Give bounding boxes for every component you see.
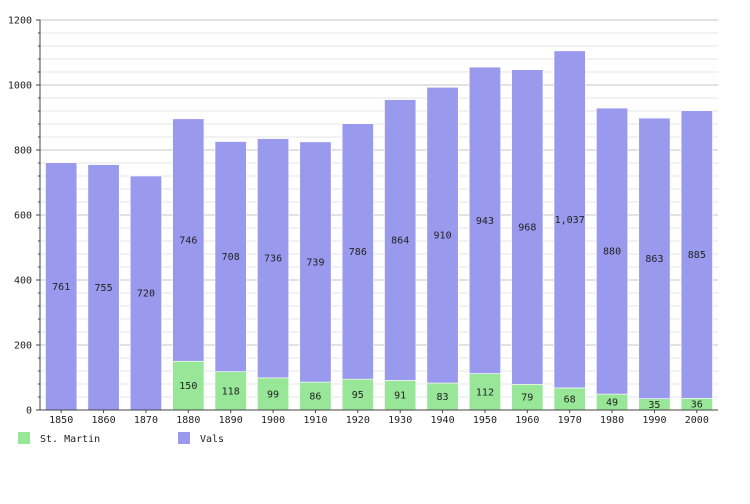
bar-st-martin-1900 — [257, 377, 290, 411]
x-tick-label: 1970 — [558, 415, 582, 426]
axes-layer: 0 200 400 600 800 1000 1200 1850 1860 1870 1880 189… — [8, 16, 718, 426]
x-tick-label: 1940 — [431, 415, 455, 426]
bar-vals-1970 — [553, 50, 586, 389]
x-tick-label: 1890 — [219, 415, 243, 426]
data-label: 755 — [95, 283, 113, 294]
data-label: 910 — [434, 231, 452, 242]
y-tick-label: 200 — [14, 341, 32, 352]
bar-vals-1980 — [596, 107, 629, 395]
data-label: 1,037 — [555, 215, 585, 226]
x-tick-label: 1920 — [346, 415, 370, 426]
data-label: 739 — [306, 257, 324, 268]
x-tick-label: 1850 — [49, 415, 73, 426]
data-label: 112 — [476, 387, 494, 398]
bar-vals-1960 — [511, 69, 544, 385]
y-tick-label: 1200 — [8, 16, 32, 27]
x-tick-label: 1960 — [515, 415, 539, 426]
bar-st-martin-1880 — [172, 360, 205, 411]
bar-vals-1950 — [468, 66, 501, 374]
x-tick-label: 1910 — [303, 415, 327, 426]
x-tick-label: 2000 — [685, 415, 709, 426]
labels-layer: 761 755 720 150 746 118 708 99 736 86 739 95 786 91 86… — [52, 215, 706, 411]
x-tick-label: 1860 — [92, 415, 116, 426]
bar-vals-1920 — [341, 123, 374, 380]
data-label: 968 — [518, 223, 536, 234]
x-tick-label: 1880 — [176, 415, 200, 426]
bar-vals-1990 — [638, 117, 671, 399]
x-tick-label: 1900 — [261, 415, 285, 426]
bar-st-martin-1920 — [341, 378, 374, 411]
y-tick-label: 1000 — [8, 81, 32, 92]
legend-layer: St. Martin Vals — [18, 432, 224, 445]
bar-vals-1850 — [45, 162, 78, 411]
bar-vals-1930 — [384, 99, 417, 381]
data-label: 720 — [137, 289, 155, 300]
legend-label-st-martin: St. Martin — [40, 434, 100, 445]
bar-vals-1910 — [299, 141, 332, 383]
data-label: 736 — [264, 254, 282, 265]
bar-vals-1940 — [426, 86, 459, 384]
y-tick-label: 0 — [26, 406, 32, 417]
x-tick-label: 1930 — [388, 415, 412, 426]
bars-layer — [45, 50, 713, 411]
data-label: 35 — [648, 400, 660, 411]
data-label: 86 — [309, 392, 321, 403]
legend-swatch-vals — [178, 432, 190, 444]
bar-st-martin-1910 — [299, 381, 332, 411]
data-label: 786 — [349, 247, 367, 258]
bar-st-martin-1930 — [384, 380, 417, 411]
data-label: 708 — [222, 252, 240, 263]
data-label: 880 — [603, 247, 621, 258]
data-label: 943 — [476, 216, 494, 227]
bar-st-martin-1960 — [511, 384, 544, 411]
data-label: 36 — [691, 400, 703, 411]
data-label: 761 — [52, 282, 70, 293]
bar-st-martin-1940 — [426, 382, 459, 411]
bar-st-martin-1890 — [214, 371, 247, 411]
data-label: 99 — [267, 389, 279, 400]
x-tick-label: 1870 — [134, 415, 158, 426]
y-tick-label: 600 — [14, 211, 32, 222]
y-tick-label: 800 — [14, 146, 32, 157]
data-label: 863 — [645, 254, 663, 265]
x-tick-label: 1980 — [600, 415, 624, 426]
data-label: 118 — [222, 386, 240, 397]
legend-label-vals: Vals — [200, 434, 224, 445]
x-tick-label: 1990 — [642, 415, 666, 426]
data-label: 91 — [394, 391, 406, 402]
legend-swatch-st-martin — [18, 432, 30, 444]
data-label: 79 — [521, 393, 533, 404]
bar-vals-1890 — [214, 141, 247, 372]
bar-vals-2000 — [680, 110, 713, 399]
data-label: 95 — [352, 390, 364, 401]
y-tick-label: 400 — [14, 276, 32, 287]
data-label: 864 — [391, 236, 409, 247]
x-tick-label: 1950 — [473, 415, 497, 426]
data-label: 746 — [179, 236, 197, 247]
bar-vals-1870 — [129, 175, 162, 411]
bar-vals-1900 — [257, 138, 290, 379]
bar-vals-1880 — [172, 118, 205, 362]
data-label: 68 — [564, 394, 576, 405]
data-label: 49 — [606, 398, 618, 409]
bar-vals-1860 — [87, 164, 120, 411]
data-label: 83 — [437, 392, 449, 403]
data-label: 150 — [179, 381, 197, 392]
data-label: 885 — [688, 250, 706, 261]
